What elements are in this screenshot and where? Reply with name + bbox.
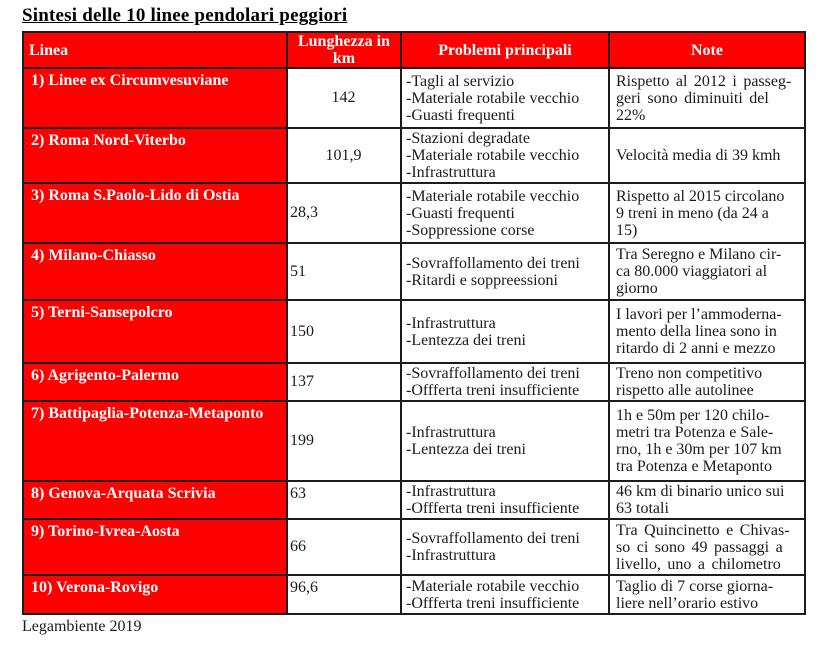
- table-row-line-5: 5) Terni-Sansepolcro 150 -Infrastruttura…: [22, 299, 806, 364]
- table-row-line-6: 6) Agrigento-Palermo 137 -Sovraffollamen…: [22, 362, 806, 402]
- line-name: 2) Roma Nord-Viterbo: [22, 127, 288, 184]
- line-name: 6) Agrigento-Palermo: [22, 362, 288, 402]
- line-note: 1h e 50m per 120 chilo- metri tra Potenz…: [608, 400, 806, 482]
- line-length: 51: [286, 242, 402, 301]
- table-row-line-4: 4) Milano-Chiasso 51 -Sovraffollamento d…: [22, 242, 806, 301]
- line-note: Rispetto al 2012 i passeg- geri sono dim…: [608, 67, 806, 129]
- line-note: Tra Quincinetto e Chivas- so ci sono 49 …: [608, 518, 806, 576]
- line-note: Velocità media di 39 kmh: [608, 127, 806, 184]
- line-length: 63: [286, 480, 402, 520]
- page-title: Sintesi delle 10 linee pendolari peggior…: [22, 5, 348, 26]
- table-row-line-10: 10) Verona-Rovigo 96,6 -Materiale rotabi…: [22, 574, 806, 615]
- line-problems: -Infrastruttura -Lentezza dei treni: [400, 299, 610, 364]
- line-problems: -Stazioni degradate -Materiale rotabile …: [400, 127, 610, 184]
- table-row-line-7: 7) Battipaglia-Potenza-Metaponto 199 -In…: [22, 400, 806, 482]
- commuter-lines-table: Linea Lunghezza in km Problemi principal…: [22, 31, 806, 615]
- line-length: 150: [286, 299, 402, 364]
- line-note: 46 km di binario unico sui 63 totali: [608, 480, 806, 520]
- line-length: 137: [286, 362, 402, 402]
- line-note: Rispetto al 2015 circolano 9 treni in me…: [608, 182, 806, 244]
- line-name: 9) Torino-Ivrea-Aosta: [22, 518, 288, 576]
- table-row-line-9: 9) Torino-Ivrea-Aosta 66 -Sovraffollamen…: [22, 518, 806, 576]
- table-row-line-2: 2) Roma Nord-Viterbo 101,9 -Stazioni deg…: [22, 127, 806, 184]
- line-note: Tra Seregno e Milano cir- ca 80.000 viag…: [608, 242, 806, 301]
- table-row-line-3: 3) Roma S.Paolo-Lido di Ostia 28,3 -Mate…: [22, 182, 806, 244]
- line-note: Taglio di 7 corse giorna- liere nell’ora…: [608, 574, 806, 615]
- line-name: 10) Verona-Rovigo: [22, 574, 288, 615]
- line-name: 3) Roma S.Paolo-Lido di Ostia: [22, 182, 288, 244]
- line-problems: -Sovraffollamento dei treni -Infrastrutt…: [400, 518, 610, 576]
- line-problems: -Sovraffollamento dei treni -Ritardi e s…: [400, 242, 610, 301]
- table-row-line-1: 1) Linee ex Circumvesuviane 142 -Tagli a…: [22, 67, 806, 129]
- line-name: 4) Milano-Chiasso: [22, 242, 288, 301]
- column-header-linea: Linea: [22, 31, 288, 69]
- line-note: I lavori per l’ammoderna- mento della li…: [608, 299, 806, 364]
- column-header-problemi: Problemi principali: [400, 31, 610, 69]
- line-problems: -Tagli al servizio -Materiale rotabile v…: [400, 67, 610, 129]
- line-length: 96,6: [286, 574, 402, 615]
- line-length: 199: [286, 400, 402, 482]
- line-name: 5) Terni-Sansepolcro: [22, 299, 288, 364]
- line-length: 101,9: [286, 127, 402, 184]
- column-header-lunghezza: Lunghezza in km: [286, 31, 402, 69]
- line-note: Treno non competitivo rispetto alle auto…: [608, 362, 806, 402]
- line-name: 1) Linee ex Circumvesuviane: [22, 67, 288, 129]
- line-problems: -Materiale rotabile vecchio -Guasti freq…: [400, 182, 610, 244]
- source-caption: Legambiente 2019: [22, 618, 142, 635]
- line-length: 28,3: [286, 182, 402, 244]
- line-name: 8) Genova-Arquata Scrivia: [22, 480, 288, 520]
- line-problems: -Infrastruttura -Offferta treni insuffic…: [400, 480, 610, 520]
- line-name: 7) Battipaglia-Potenza-Metaponto: [22, 400, 288, 482]
- table-row-line-8: 8) Genova-Arquata Scrivia 63 -Infrastrut…: [22, 480, 806, 520]
- line-length: 142: [286, 67, 402, 129]
- line-problems: -Materiale rotabile vecchio -Offferta tr…: [400, 574, 610, 615]
- column-header-note: Note: [608, 31, 806, 69]
- header-row: Linea Lunghezza in km Problemi principal…: [22, 31, 806, 69]
- line-problems: -Sovraffollamento dei treni -Offferta tr…: [400, 362, 610, 402]
- line-length: 66: [286, 518, 402, 576]
- line-problems: -Infrastruttura -Lentezza dei treni: [400, 400, 610, 482]
